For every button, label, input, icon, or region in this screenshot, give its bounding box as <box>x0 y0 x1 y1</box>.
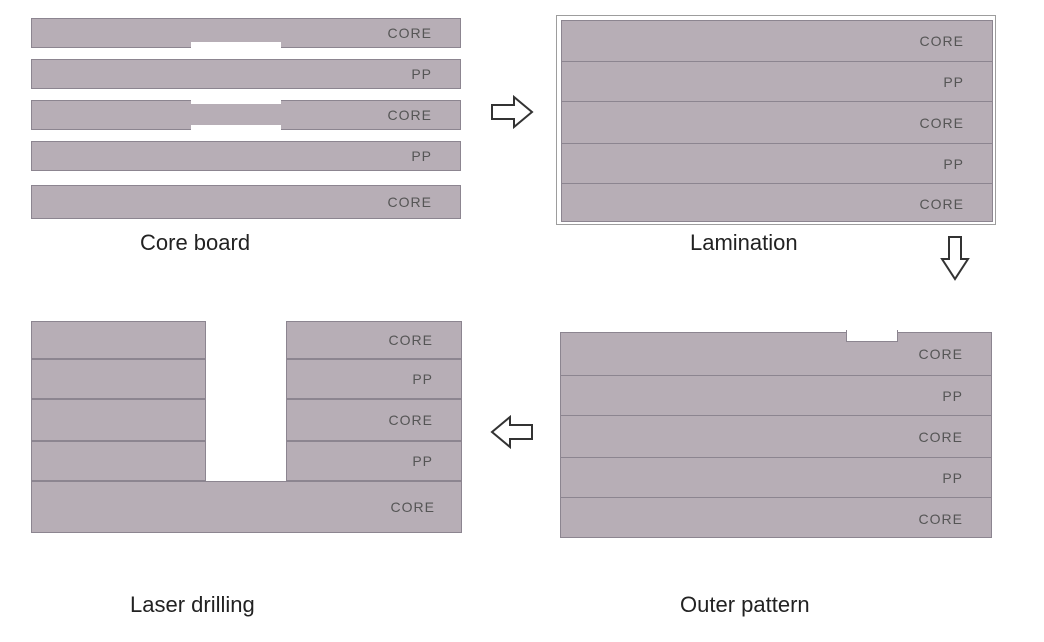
layer-label: PP <box>943 156 964 172</box>
core-board-panel: CORE PP CORE PP CORE <box>26 15 466 225</box>
lamination-row-0: CORE <box>562 21 992 61</box>
layer-label: PP <box>287 360 461 398</box>
layer-label: CORE <box>920 33 964 49</box>
lamination-row-1: PP <box>562 61 992 101</box>
outer-row-0: CORE <box>561 333 991 375</box>
outer-pattern-caption: Outer pattern <box>680 592 810 618</box>
layer-label: CORE <box>287 482 463 532</box>
outer-row-3: PP <box>561 457 991 497</box>
drill-left-0 <box>31 321 206 359</box>
coreboard-layer-1: PP <box>31 59 461 89</box>
outer-pattern-notch <box>846 330 898 342</box>
drill-right-1: PP <box>286 359 462 399</box>
lamination-row-2: CORE <box>562 101 992 143</box>
lamination-block: CORE PP CORE PP CORE <box>561 20 993 222</box>
layer-label: PP <box>942 470 963 486</box>
layer-label: CORE <box>919 346 963 362</box>
layer-label: PP <box>411 66 432 82</box>
laser-drilling-caption: Laser drilling <box>130 592 255 618</box>
laser-drilling-panel: CORE PP CORE PP CORE <box>26 317 466 539</box>
coreboard-layer-3: PP <box>31 141 461 171</box>
layer-label: CORE <box>287 400 461 440</box>
layer-label: CORE <box>920 196 964 212</box>
arrow-left-icon <box>490 415 534 449</box>
coreboard-gap-2b <box>191 125 281 132</box>
drill-left-1 <box>31 359 206 399</box>
lamination-row-3: PP <box>562 143 992 183</box>
layer-label: CORE <box>920 115 964 131</box>
arrow-down-icon <box>940 235 970 281</box>
layer-label: CORE <box>919 429 963 445</box>
lamination-caption: Lamination <box>690 230 798 256</box>
coreboard-gap-2t <box>191 97 281 104</box>
lamination-row-4: CORE <box>562 183 992 223</box>
layer-label: PP <box>287 442 461 480</box>
outer-row-4: CORE <box>561 497 991 539</box>
layer-label: CORE <box>388 25 432 41</box>
outer-row-2: CORE <box>561 415 991 457</box>
drill-right-0: CORE <box>286 321 462 359</box>
coreboard-layer-4: CORE <box>31 185 461 219</box>
layer-label: PP <box>411 148 432 164</box>
layer-label: CORE <box>388 107 432 123</box>
outer-pattern-panel: CORE PP CORE PP CORE <box>556 320 996 542</box>
layer-label: CORE <box>287 322 461 358</box>
layer-label: PP <box>942 388 963 404</box>
drill-right-3: PP <box>286 441 462 481</box>
outer-pattern-block: CORE PP CORE PP CORE <box>560 332 992 538</box>
drill-bottom: CORE <box>31 481 462 533</box>
lamination-panel: CORE PP CORE PP CORE <box>556 15 996 225</box>
drill-left-2 <box>31 399 206 441</box>
arrow-right-icon <box>490 95 534 129</box>
drill-left-3 <box>31 441 206 481</box>
layer-label: CORE <box>919 511 963 527</box>
coreboard-gap-0 <box>191 42 281 50</box>
drill-right-2: CORE <box>286 399 462 441</box>
core-board-caption: Core board <box>140 230 250 256</box>
layer-label: CORE <box>388 194 432 210</box>
outer-row-1: PP <box>561 375 991 415</box>
layer-label: PP <box>943 74 964 90</box>
